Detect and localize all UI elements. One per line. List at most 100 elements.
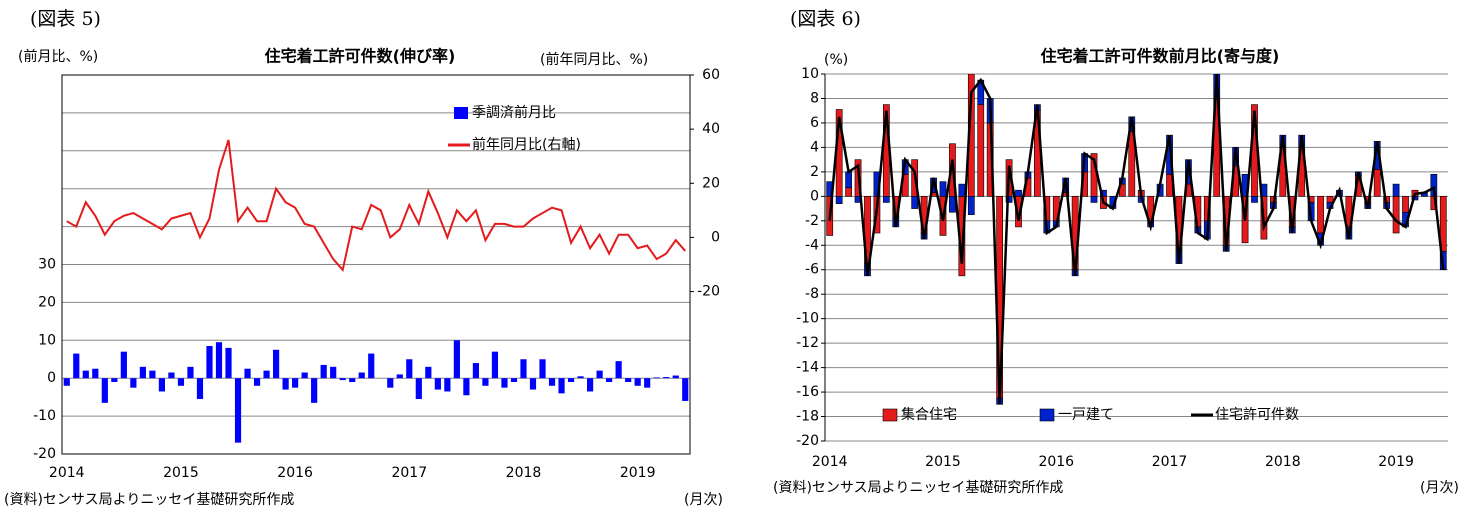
bar: [634, 378, 641, 386]
bar: [234, 378, 242, 443]
bar: [1392, 196, 1400, 234]
x-tick-label: 2018: [506, 465, 542, 481]
bar: [835, 196, 843, 204]
source: (資料)センサス局よりニッセイ基礎研究所作成: [773, 479, 1063, 496]
x-tick-label: 2015: [163, 465, 199, 481]
bar: [177, 378, 185, 386]
bar: [539, 359, 546, 379]
y2-tick-label: 60: [702, 67, 720, 83]
figure-label: (図表 6): [790, 8, 861, 30]
legend-label: 一戸建て: [1058, 407, 1114, 423]
bar: [958, 183, 966, 197]
bar: [158, 378, 166, 392]
x-tick-label: 2014: [812, 454, 848, 470]
y-axis-label: (%): [824, 52, 848, 68]
bar: [292, 378, 299, 388]
bar: [139, 366, 146, 379]
bar: [586, 378, 594, 392]
y-tick-label: -14: [796, 360, 819, 376]
bar: [330, 366, 337, 379]
bar: [596, 370, 603, 379]
y-tick-label: 6: [810, 115, 819, 131]
legend-label: 住宅許可件数: [1215, 407, 1299, 423]
y2-tick-label: -20: [697, 284, 720, 300]
bar: [434, 378, 441, 390]
bar: [396, 374, 403, 379]
chart-title: 住宅着工許可件数(伸び率): [265, 47, 456, 66]
bar: [63, 378, 70, 386]
plot-area: [63, 139, 689, 443]
bar: [244, 368, 251, 379]
bar: [882, 196, 890, 203]
bar: [120, 351, 127, 379]
bar: [653, 377, 660, 379]
y2-tick-label: 0: [711, 229, 720, 245]
y-tick-label: -10: [33, 408, 56, 424]
x-tick-label: 2016: [277, 465, 313, 481]
y-tick-label: -6: [805, 262, 819, 278]
bar: [949, 196, 956, 213]
bar: [453, 340, 460, 379]
bar: [501, 378, 508, 388]
y-tick-label: -8: [805, 286, 819, 302]
x-tick-label: 2015: [925, 454, 961, 470]
y-tick-label: -16: [796, 384, 819, 400]
bar: [311, 378, 318, 403]
bar: [1317, 196, 1324, 234]
bar: [577, 376, 584, 379]
bar: [215, 342, 223, 379]
x-tick-label: 2014: [49, 465, 85, 481]
bar: [567, 378, 575, 382]
legend-swatch: [454, 107, 468, 119]
x-tick-label: 2017: [1152, 454, 1188, 470]
bar: [615, 361, 622, 379]
bar: [358, 372, 365, 379]
x-tick-label: 2017: [391, 465, 427, 481]
plot-area: [826, 74, 1447, 405]
legend-swatch: [1039, 408, 1055, 422]
bar: [1373, 169, 1381, 197]
y-tick-label: 10: [801, 66, 819, 82]
bar: [463, 378, 470, 396]
chart-title: 住宅着工許可件数前月比(寄与度): [1041, 47, 1280, 66]
x-tick-label: 2019: [1378, 454, 1414, 470]
bar: [482, 378, 489, 386]
x-tick-label: 2019: [620, 465, 656, 481]
y-tick-label: 0: [810, 188, 819, 204]
legend-label: 前年同月比(右軸): [472, 136, 581, 153]
bar: [101, 378, 108, 403]
bar: [1402, 196, 1409, 213]
y-tick-label: 10: [38, 332, 56, 348]
bar: [263, 370, 270, 379]
bar: [368, 353, 375, 379]
y-tick-label: 20: [38, 294, 56, 310]
bar: [939, 181, 947, 197]
bar: [606, 378, 613, 382]
bar: [672, 375, 679, 379]
source: (資料)センサス局よりニッセイ基礎研究所作成: [4, 491, 294, 508]
bar: [73, 353, 80, 379]
y2-axis-label: (前年同月比、%): [540, 51, 648, 68]
bar: [845, 171, 852, 189]
bar: [349, 378, 356, 382]
bar: [339, 378, 346, 381]
y-tick-label: -18: [796, 409, 819, 425]
y-tick-label: -4: [805, 237, 819, 253]
bar: [682, 378, 689, 401]
bar: [320, 364, 327, 379]
y-tick-label: 0: [47, 370, 56, 386]
bar: [625, 378, 632, 382]
bar: [510, 378, 518, 382]
line: [828, 74, 1445, 405]
bar: [92, 368, 99, 379]
y-tick-label: 30: [38, 257, 56, 273]
bar: [1251, 196, 1258, 203]
y2-tick-label: 20: [702, 175, 720, 191]
x-tick-label: 2016: [1038, 454, 1074, 470]
bar: [663, 377, 670, 379]
bar: [301, 372, 308, 379]
bar: [168, 372, 175, 379]
y-tick-label: -2: [805, 213, 819, 229]
x-axis-label: (月次): [1420, 480, 1459, 496]
